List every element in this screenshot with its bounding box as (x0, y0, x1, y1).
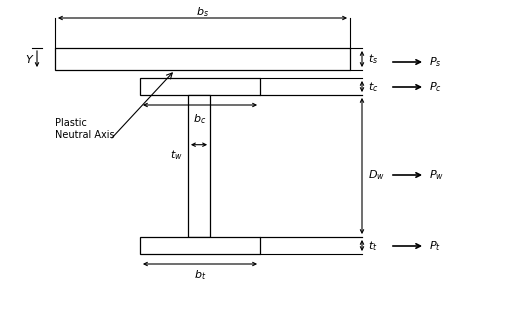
Bar (55, 48, 350, 70)
Text: $P_s$: $P_s$ (429, 55, 441, 69)
Bar (188, 95, 210, 237)
Text: $D_w$: $D_w$ (368, 168, 385, 182)
Text: $Y$: $Y$ (25, 53, 35, 65)
Text: $t_w$: $t_w$ (170, 148, 183, 162)
Text: Plastic
Neutral Axis: Plastic Neutral Axis (55, 118, 115, 140)
Text: $P_t$: $P_t$ (429, 239, 441, 253)
Text: $b_s$: $b_s$ (195, 5, 209, 19)
Text: $P_w$: $P_w$ (429, 168, 444, 182)
Text: $t_t$: $t_t$ (368, 239, 378, 253)
Text: $t_s$: $t_s$ (368, 52, 378, 66)
Text: $b_c$: $b_c$ (193, 112, 207, 126)
Text: $t_c$: $t_c$ (368, 80, 379, 94)
Bar (140, 78, 260, 95)
Bar (140, 237, 260, 254)
Text: $P_c$: $P_c$ (429, 80, 442, 94)
Text: $b_t$: $b_t$ (194, 268, 206, 282)
